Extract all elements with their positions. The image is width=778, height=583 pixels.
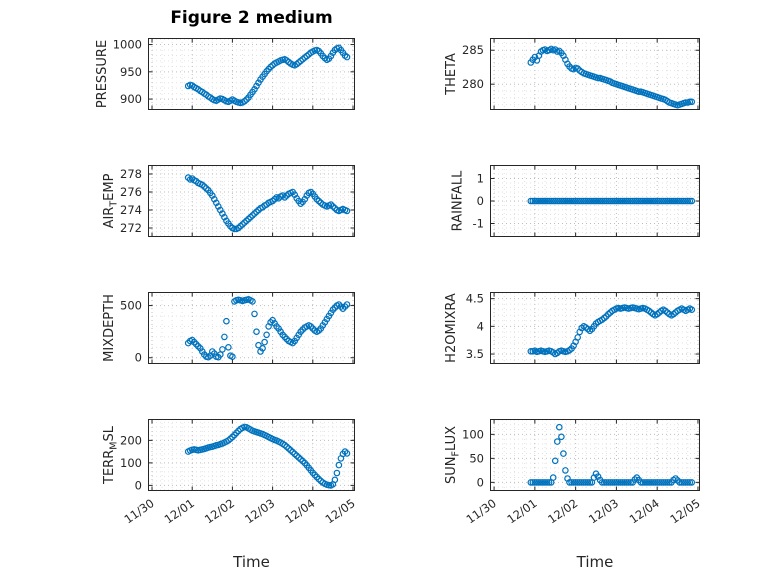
svg-text:50: 50	[469, 451, 484, 465]
subplot-rainfall: -1 0 1 RAINFALL	[451, 165, 700, 237]
grid-minor	[148, 419, 355, 491]
svg-text:0: 0	[477, 194, 484, 208]
scatter-series	[184, 423, 351, 489]
axis-frame	[490, 38, 700, 110]
svg-text:3.5: 3.5	[466, 347, 484, 361]
scatter-series	[184, 296, 351, 361]
axis-frame	[148, 165, 355, 237]
svg-text:200: 200	[120, 433, 142, 447]
subplot-mixdepth: 0 500 MIXDEPTH	[102, 292, 355, 365]
rainfall-plot-area: -1 0 1 RAINFALL	[451, 165, 700, 237]
x-axis-label-left: Time	[233, 553, 270, 571]
subplot-pressure: 900 950 1000 PRESSURE	[95, 38, 355, 110]
svg-text:12/05: 12/05	[667, 496, 702, 526]
subplot-air-temp: 272 274 276 278 AIRTEMP	[102, 165, 355, 237]
svg-text:0: 0	[135, 351, 142, 365]
y-tick-labels: -1 0 1	[473, 172, 484, 231]
y-axis-label-rainfall: RAINFALL	[451, 170, 466, 231]
y-axis-label-sun-flux: SUNFLUX	[444, 426, 462, 484]
scatter-series	[527, 197, 696, 205]
scatter-series	[527, 304, 696, 358]
subplot-sun-flux: 0 50 100 11/30 12/01 12/02 12/03 12/04 12/05 SUNF…	[444, 419, 703, 526]
svg-text:100: 100	[462, 427, 484, 441]
svg-text:12/02: 12/02	[545, 496, 580, 526]
svg-text:12/03: 12/03	[242, 496, 277, 526]
svg-text:12/04: 12/04	[282, 496, 317, 526]
svg-text:12/04: 12/04	[627, 496, 662, 526]
svg-text:276: 276	[120, 185, 142, 199]
grid-major	[148, 419, 355, 491]
svg-text:900: 900	[120, 92, 142, 106]
subplot-h2omixra: 3.5 4 4.5 H2OMIXRA	[444, 292, 700, 364]
svg-text:-1: -1	[473, 217, 484, 231]
x-tick-labels: 11/30 12/01 12/02 12/03 12/04 12/05	[464, 496, 703, 526]
y-tick-labels: 0 500	[120, 299, 142, 365]
svg-text:500: 500	[120, 299, 142, 313]
h2omixra-plot-area: 3.5 4 4.5 H2OMIXRA	[444, 292, 700, 364]
y-axis-label-terr-msl: TERRMSL	[102, 425, 120, 485]
svg-text:12/01: 12/01	[504, 496, 539, 526]
subplot-terr-msl: 0 100 200 11/30 12/01 12/02 12/03 12/04 12/05 TER…	[102, 419, 358, 526]
y-tick-labels: 272 274 276 278	[120, 167, 142, 235]
y-tick-labels: 900 950 1000	[113, 38, 142, 107]
y-tick-labels: 0 100 200	[120, 433, 142, 492]
svg-text:274: 274	[120, 203, 142, 217]
axis-frame	[148, 38, 355, 110]
svg-text:278: 278	[120, 167, 142, 181]
svg-text:12/03: 12/03	[586, 496, 621, 526]
axis-frame	[490, 419, 700, 491]
y-tick-labels: 3.5 4 4.5	[466, 292, 484, 361]
scatter-series	[527, 45, 696, 109]
svg-text:4: 4	[477, 319, 484, 333]
y-axis-label-theta: THETA	[444, 53, 459, 96]
svg-text:12/05: 12/05	[323, 496, 358, 526]
svg-text:12/01: 12/01	[162, 496, 197, 526]
svg-text:285: 285	[462, 43, 484, 57]
svg-text:950: 950	[120, 65, 142, 79]
svg-text:4.5: 4.5	[466, 292, 484, 306]
grid-major	[148, 38, 355, 110]
grid-minor	[148, 165, 355, 237]
svg-text:272: 272	[120, 221, 142, 235]
grid-major	[148, 165, 355, 237]
svg-text:1000: 1000	[113, 38, 142, 52]
axis-frame	[490, 292, 700, 364]
svg-text:11/30: 11/30	[122, 496, 157, 526]
svg-text:12/02: 12/02	[202, 496, 237, 526]
axis-frame	[148, 292, 355, 364]
svg-text:280: 280	[462, 77, 484, 91]
grid-minor	[490, 165, 700, 237]
axis-frame	[490, 165, 700, 237]
svg-text:0: 0	[477, 475, 484, 489]
subplot-theta: 280 285 THETA	[444, 38, 700, 110]
y-tick-labels: 0 50 100	[462, 427, 484, 489]
scatter-series	[184, 44, 351, 107]
y-axis-label-h2omixra: H2OMIXRA	[444, 293, 459, 363]
scatter-series	[527, 423, 696, 486]
grid-minor	[148, 38, 355, 110]
y-axis-label-air-temp: AIRTEMP	[102, 173, 120, 228]
figure-title: Figure 2 medium	[170, 8, 333, 28]
y-axis-label-pressure: PRESSURE	[95, 40, 110, 108]
svg-text:0: 0	[135, 478, 142, 492]
x-tick-labels: 11/30 12/01 12/02 12/03 12/04 12/05	[122, 496, 358, 526]
axis-frame	[148, 419, 355, 491]
scatter-series	[184, 174, 351, 233]
svg-text:100: 100	[120, 456, 142, 470]
svg-text:11/30: 11/30	[464, 496, 499, 526]
y-tick-labels: 280 285	[462, 43, 484, 91]
x-axis-label-right: Time	[576, 553, 614, 571]
svg-text:1: 1	[477, 172, 484, 186]
y-axis-label-mixdepth: MIXDEPTH	[102, 294, 117, 362]
